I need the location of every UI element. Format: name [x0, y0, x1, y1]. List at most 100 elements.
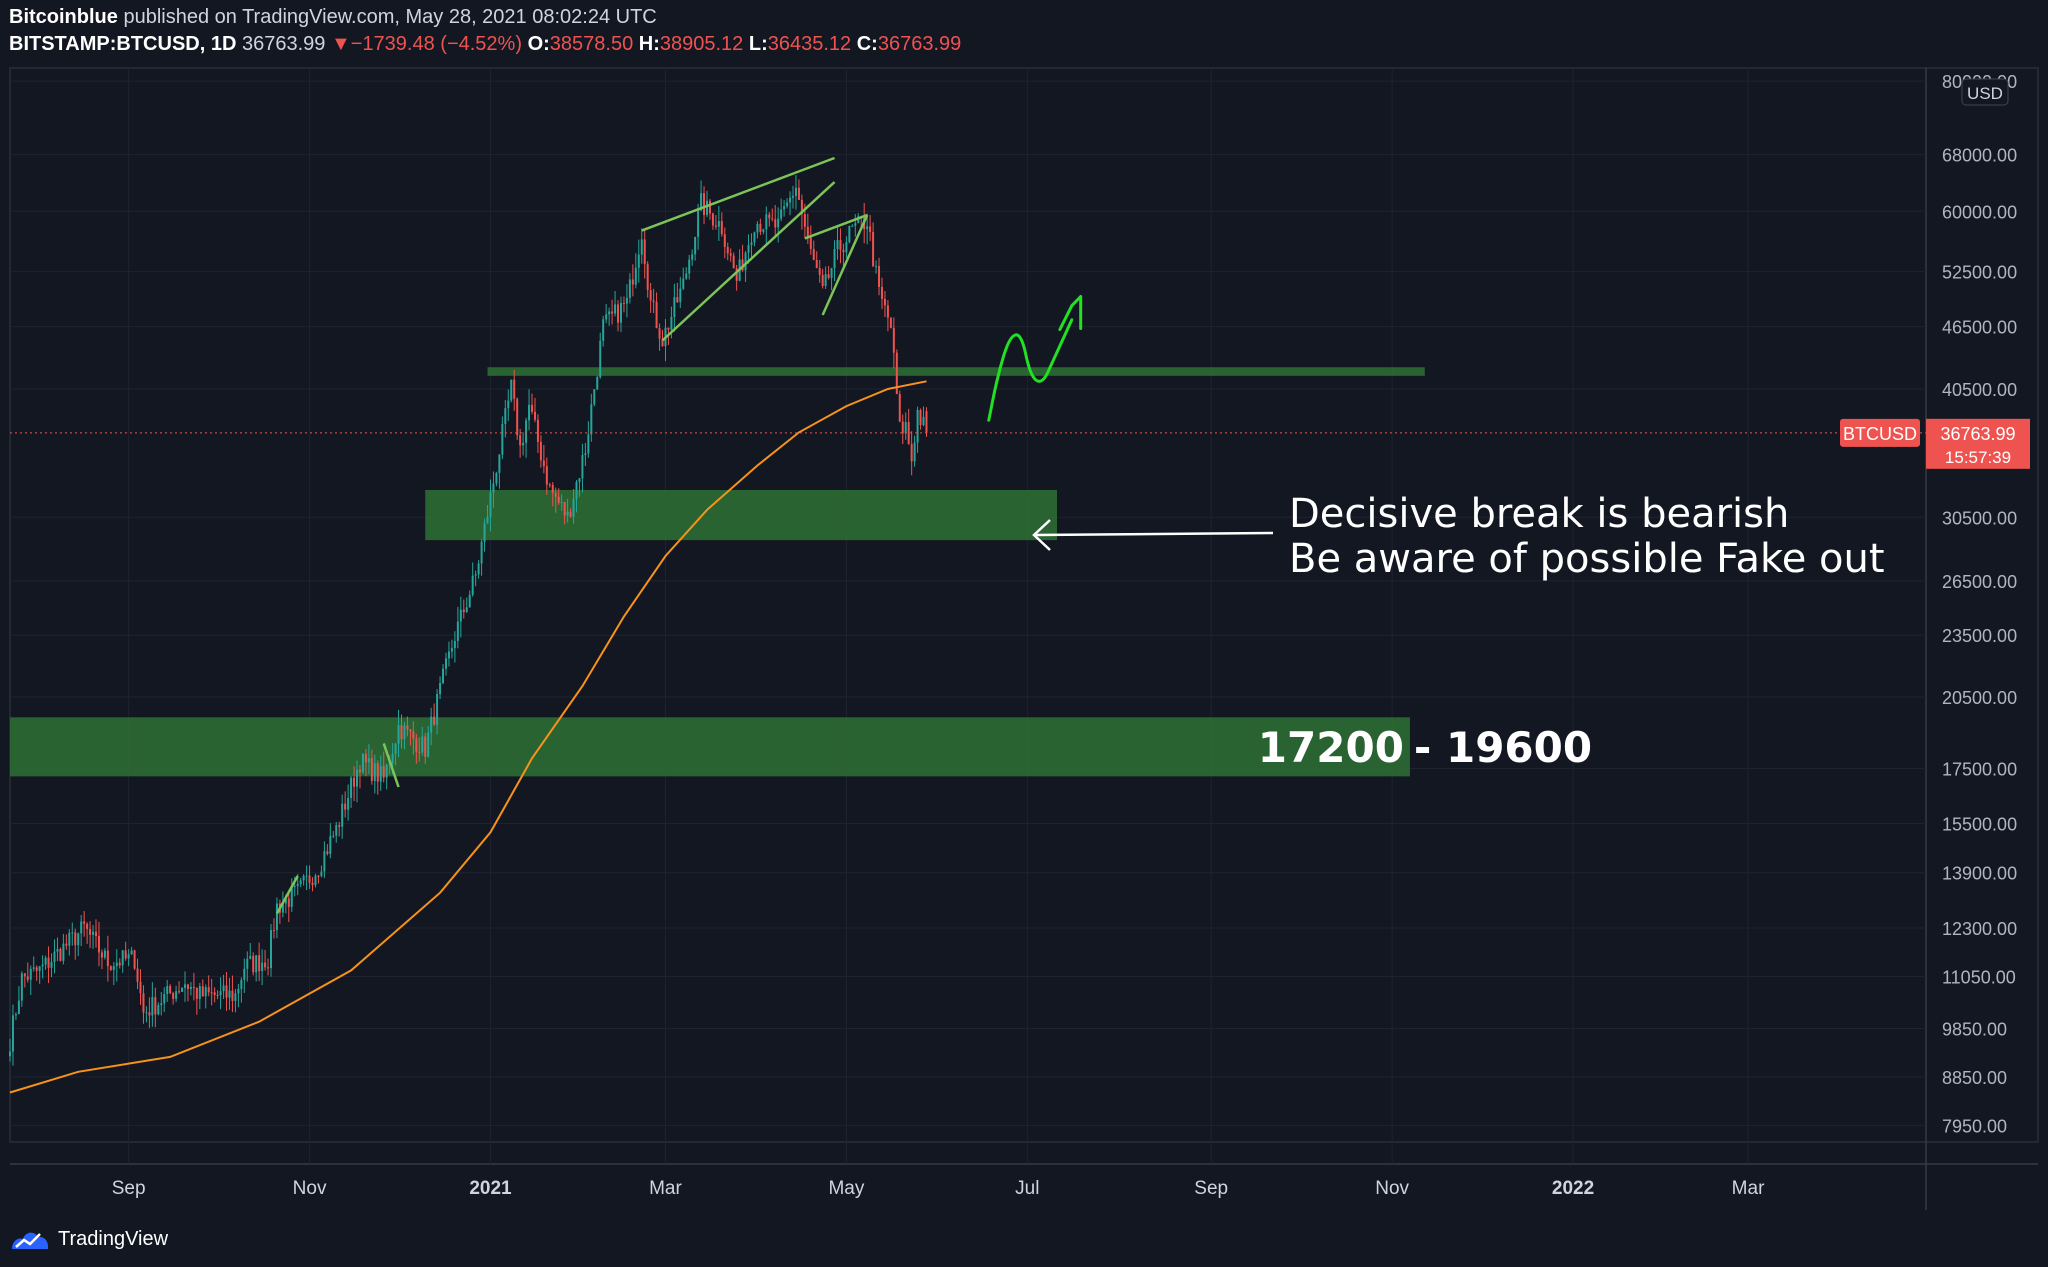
candle — [753, 231, 756, 247]
candle-body — [815, 259, 818, 269]
candle-body — [901, 421, 904, 434]
candle-body — [797, 187, 800, 200]
candle-body — [474, 574, 477, 576]
candle — [525, 417, 528, 458]
candle-body — [836, 240, 839, 250]
candle-body — [124, 950, 127, 959]
candle-body — [768, 214, 771, 219]
candle — [261, 949, 264, 985]
y-tick-label: 52500.00 — [1942, 263, 2017, 283]
candle — [444, 652, 447, 676]
candle-body — [596, 376, 599, 390]
candle-body — [59, 949, 62, 961]
candle — [151, 982, 154, 1027]
candle-body — [646, 264, 649, 290]
candle — [839, 228, 842, 264]
candle-body — [780, 209, 783, 219]
candle-body — [869, 226, 872, 233]
candle-body — [92, 931, 95, 935]
candle-body — [47, 957, 50, 968]
close-label: C: — [856, 33, 878, 55]
candle — [886, 300, 889, 332]
candle — [175, 985, 178, 1003]
candle-body — [525, 420, 528, 443]
candle-body — [625, 297, 628, 304]
candle-body — [717, 221, 720, 227]
candle — [566, 498, 569, 523]
candle-body — [661, 338, 664, 347]
candle — [777, 207, 780, 243]
candle-body — [415, 738, 418, 752]
candle — [474, 570, 477, 587]
candle-body — [210, 992, 213, 994]
high-value: 38905.12 — [659, 33, 744, 55]
candle-body — [892, 327, 895, 353]
candle-body — [747, 245, 750, 253]
candle — [919, 408, 922, 430]
candle — [311, 877, 314, 892]
candle — [827, 265, 830, 280]
candle — [794, 175, 797, 210]
candle — [92, 925, 95, 949]
candle — [157, 1002, 160, 1016]
candle-body — [112, 966, 115, 970]
candle — [270, 923, 273, 977]
footer: TradingView — [10, 1224, 168, 1254]
candle — [866, 213, 869, 245]
candle-body — [109, 966, 112, 970]
candle — [542, 445, 545, 474]
candle — [204, 984, 207, 1009]
candle-body — [136, 968, 139, 982]
candle-body — [705, 200, 708, 215]
candle-body — [649, 289, 652, 301]
candle — [148, 997, 151, 1028]
candle-body — [326, 851, 329, 854]
candle — [213, 987, 216, 1003]
y-tick-label: 60000.00 — [1942, 202, 2017, 222]
candle-body — [622, 302, 625, 304]
candle-body — [237, 989, 240, 994]
candle — [299, 877, 302, 888]
candle — [115, 949, 118, 982]
candle — [323, 841, 326, 878]
candle — [539, 435, 542, 468]
candle-body — [682, 278, 685, 289]
candle-body — [602, 319, 605, 341]
x-tick-label: Sep — [112, 1178, 146, 1199]
arrow-up-icon — [1058, 295, 1083, 331]
candle-body — [29, 968, 32, 980]
candle — [228, 977, 231, 1010]
candle — [812, 240, 815, 261]
candle — [11, 1004, 14, 1066]
author-name[interactable]: Bitcoinblue — [9, 6, 118, 28]
tradingview-brand[interactable]: TradingView — [58, 1227, 169, 1250]
candle-body — [872, 232, 875, 267]
candle-body — [302, 876, 305, 881]
candle-body — [421, 736, 424, 753]
candle — [231, 975, 234, 1013]
candle — [611, 299, 614, 325]
symbol-name[interactable]: BITSTAMP:BTCUSD, 1D — [9, 33, 237, 55]
zone-42000 — [487, 367, 1425, 376]
candle — [617, 300, 620, 332]
candle — [207, 975, 210, 997]
candle-body — [925, 411, 928, 433]
annotations: Decisive break is bearish Be aware of po… — [1032, 491, 1885, 772]
candle-body — [554, 492, 557, 497]
candle-body — [845, 242, 848, 253]
candle-body — [332, 835, 335, 837]
candle-body — [65, 943, 68, 946]
candle-body — [344, 803, 347, 810]
candle — [729, 248, 732, 262]
candle — [750, 233, 753, 261]
candle — [548, 482, 551, 488]
candle-body — [839, 240, 842, 250]
candle-body — [350, 777, 353, 798]
series-label-box — [1840, 418, 1920, 447]
candle — [465, 597, 468, 613]
candle-body — [575, 482, 578, 499]
candle — [756, 221, 759, 239]
candle-body — [456, 621, 459, 641]
